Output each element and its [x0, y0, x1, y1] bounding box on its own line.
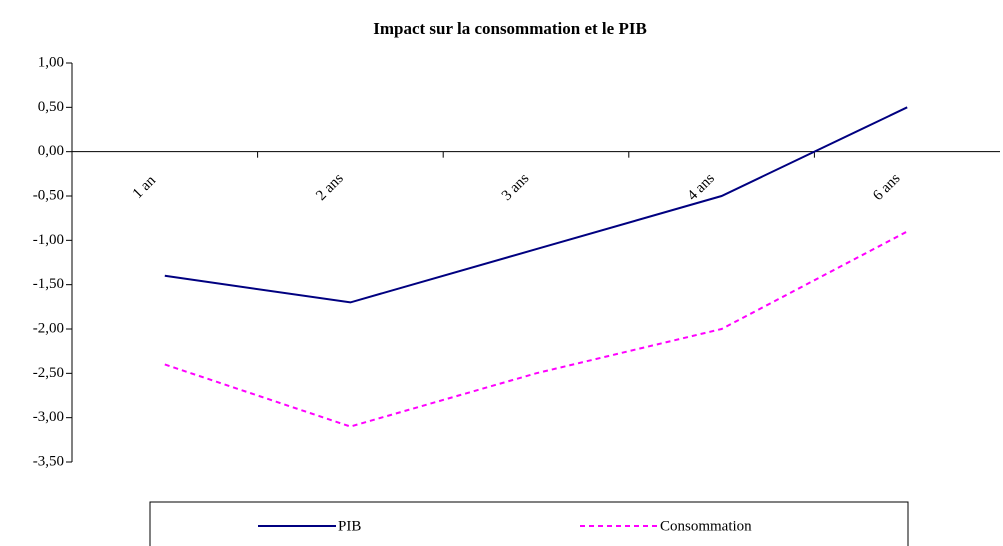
y-tick-label: 1,00 — [38, 54, 64, 70]
y-tick-label: -3,00 — [33, 409, 64, 425]
legend-box — [149, 501, 909, 546]
y-tick-label: -2,50 — [33, 365, 64, 381]
x-tick-label: 3 ans — [499, 170, 533, 204]
y-tick-label: -1,50 — [33, 276, 64, 292]
x-tick-label: 6 ans — [870, 170, 904, 204]
y-tick-label: 0,50 — [38, 99, 64, 115]
y-tick-label: 0,00 — [38, 143, 64, 159]
x-tick-label: 1 an — [130, 172, 160, 202]
x-tick-label: 2 ans — [313, 170, 347, 204]
y-tick-label: -1,00 — [33, 232, 64, 248]
y-tick-label: -2,00 — [33, 320, 64, 336]
series-line — [164, 106, 908, 304]
y-tick-label: -3,50 — [33, 453, 64, 469]
legend-label: Consommation — [660, 518, 752, 534]
series-line — [164, 230, 908, 428]
legend: PIB Consommation — [149, 501, 909, 546]
chart-title: Impact sur la consommation et le PIB — [373, 19, 647, 38]
legend-label: PIB — [338, 518, 361, 534]
y-tick-label: -0,50 — [33, 187, 64, 203]
